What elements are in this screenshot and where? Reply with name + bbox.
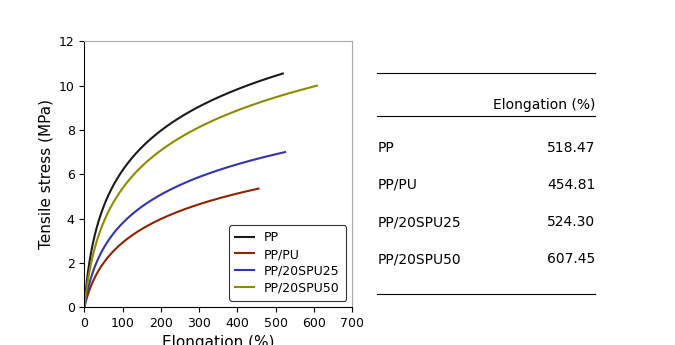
PP/20SPU25 bbox=[80, 305, 88, 309]
Text: PP/20SPU25: PP/20SPU25 bbox=[377, 215, 461, 229]
Text: PP/PU: PP/PU bbox=[377, 178, 417, 192]
PP/20SPU50 bbox=[80, 305, 88, 309]
Line: PP: PP bbox=[84, 73, 283, 307]
PP/20SPU25 bbox=[177, 183, 185, 187]
PP/PU bbox=[175, 209, 183, 214]
PP bbox=[176, 116, 184, 120]
PP bbox=[188, 108, 196, 112]
PP/PU bbox=[163, 214, 171, 218]
PP/20SPU50 bbox=[307, 85, 315, 89]
PP/20SPU50 bbox=[313, 83, 321, 88]
Line: PP/20SPU25: PP/20SPU25 bbox=[84, 152, 285, 307]
PP/20SPU25 bbox=[176, 183, 184, 187]
Text: PP/20SPU50: PP/20SPU50 bbox=[377, 252, 461, 266]
Text: 518.47: 518.47 bbox=[547, 141, 595, 155]
PP bbox=[243, 83, 251, 88]
Legend: PP, PP/PU, PP/20SPU25, PP/20SPU50: PP, PP/PU, PP/20SPU25, PP/20SPU50 bbox=[229, 225, 346, 301]
Text: 607.45: 607.45 bbox=[547, 252, 595, 266]
PP/PU bbox=[184, 206, 192, 210]
PP/20SPU25 bbox=[200, 173, 208, 177]
Text: Elongation (%): Elongation (%) bbox=[493, 98, 595, 112]
PP/20SPU50 bbox=[271, 96, 279, 100]
PP/20SPU50 bbox=[206, 120, 214, 124]
PP/20SPU50 bbox=[219, 114, 227, 118]
PP/20SPU25 bbox=[189, 177, 197, 181]
PP/PU bbox=[223, 194, 231, 198]
PP/20SPU50 bbox=[192, 127, 200, 131]
PP bbox=[198, 103, 207, 107]
Line: PP/PU: PP/PU bbox=[84, 189, 259, 307]
PP bbox=[175, 116, 183, 120]
Y-axis label: Tensile stress (MPa): Tensile stress (MPa) bbox=[38, 99, 53, 249]
Text: PP: PP bbox=[377, 141, 394, 155]
Line: PP/20SPU50: PP/20SPU50 bbox=[84, 86, 317, 307]
PP/20SPU25 bbox=[245, 159, 253, 163]
PP bbox=[80, 305, 88, 309]
PP/PU bbox=[164, 214, 172, 218]
Text: 454.81: 454.81 bbox=[547, 178, 595, 192]
PP/20SPU50 bbox=[191, 127, 199, 131]
PP/PU bbox=[254, 187, 263, 191]
PP/PU bbox=[250, 187, 259, 191]
PP/20SPU25 bbox=[276, 151, 284, 155]
PP/20SPU25 bbox=[281, 150, 289, 154]
PP/PU bbox=[80, 305, 88, 309]
PP bbox=[274, 73, 282, 77]
X-axis label: Elongation (%): Elongation (%) bbox=[162, 335, 275, 345]
PP bbox=[279, 71, 287, 76]
Text: 524.30: 524.30 bbox=[547, 215, 595, 229]
